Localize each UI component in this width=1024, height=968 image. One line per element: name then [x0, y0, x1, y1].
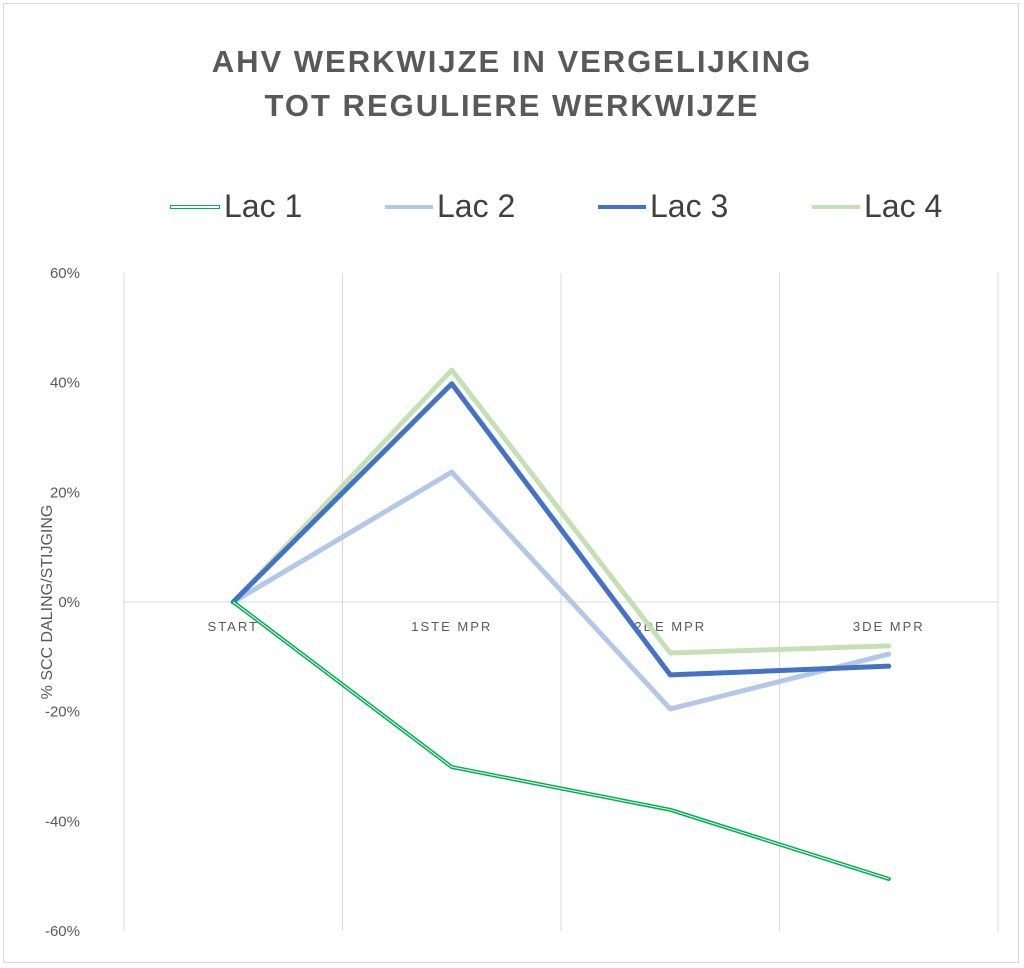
- y-tick-label: -40%: [45, 813, 80, 830]
- y-tick-label: 0%: [58, 594, 80, 611]
- chart-title: AHV WERKWIJZE IN VERGELIJKING TOT REGULI…: [0, 40, 1024, 128]
- legend-swatch: [812, 204, 860, 209]
- x-tick-label: START: [208, 619, 259, 634]
- series-line-lac-4: [230, 367, 892, 656]
- series-line-lac-3: [230, 381, 892, 678]
- legend-label: Lac 3: [650, 188, 729, 224]
- legend-item: Lac 3: [598, 188, 728, 225]
- chart-frame: [3, 3, 1019, 963]
- y-tick-label: 20%: [50, 484, 80, 501]
- y-tick-label: -20%: [45, 704, 80, 721]
- legend-label: Lac 2: [437, 188, 516, 224]
- y-axis-label: % SCC DALING/STIJGING: [39, 505, 56, 700]
- legend-swatch: [385, 204, 433, 209]
- legend-item: Lac 1: [170, 188, 302, 225]
- y-tick-label: -60%: [45, 923, 80, 940]
- legend-item: Lac 2: [385, 188, 515, 225]
- legend-item: Lac 4: [812, 188, 942, 225]
- series-line-inner-lac-1: [232, 601, 889, 880]
- legend-label: Lac 4: [864, 188, 943, 224]
- legend-swatch: [598, 204, 646, 209]
- y-tick-label: 60%: [50, 265, 80, 282]
- legend-swatch: [170, 204, 220, 209]
- legend-label: Lac 1: [224, 188, 303, 224]
- x-tick-label: 1STE MPR: [411, 619, 492, 634]
- series-line-lac-2: [230, 469, 892, 712]
- chart-title-line-1: AHV WERKWIJZE IN VERGELIJKING: [211, 44, 813, 79]
- legend: Lac 1 Lac 2 Lac 3 Lac 4: [0, 188, 1024, 228]
- y-tick-label: 40%: [50, 375, 80, 392]
- chart-title-line-2: TOT REGULIERE WERKWIJZE: [264, 88, 760, 123]
- x-tick-label: 3DE MPR: [853, 619, 925, 634]
